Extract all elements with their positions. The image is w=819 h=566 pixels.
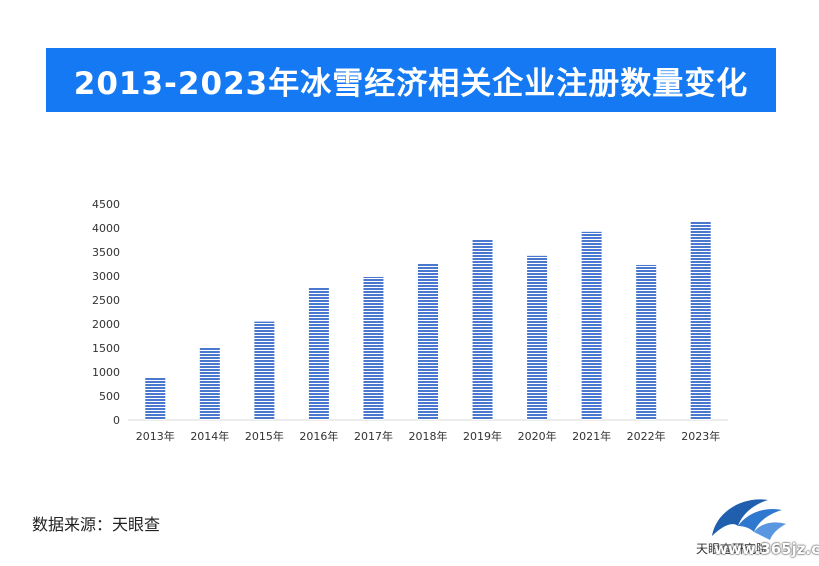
y-tick-label: 3500 — [92, 246, 120, 259]
y-tick-label: 1000 — [92, 366, 120, 379]
data-source-note: 数据来源：天眼查 — [32, 515, 161, 534]
y-tick-label: 0 — [113, 414, 120, 427]
x-tick-label: 2023年 — [681, 429, 720, 443]
logo-text: 天眼查研究院 — [696, 542, 769, 556]
y-tick-label: 1500 — [92, 342, 120, 355]
bar — [581, 231, 602, 420]
bar — [363, 276, 384, 420]
x-tick-label: 2018年 — [409, 429, 448, 443]
watermark: www.365jz.com — [714, 540, 819, 558]
bar — [418, 264, 438, 420]
y-tick-label: 3000 — [92, 270, 120, 283]
x-tick-label: 2020年 — [518, 429, 557, 443]
y-axis: 0 500 1000 1500 2000 2500 3000 3500 4000 4500 — [92, 198, 728, 427]
x-tick-label: 2014年 — [190, 429, 229, 443]
bar — [472, 240, 493, 420]
x-tick-label: 2021年 — [572, 429, 611, 443]
y-tick-label: 500 — [99, 390, 120, 403]
x-tick-label: 2019年 — [463, 429, 502, 443]
bar — [527, 255, 548, 420]
x-tick-label: 2013年 — [136, 429, 175, 443]
y-tick-label: 2500 — [92, 294, 120, 307]
x-tick-label: 2017年 — [354, 429, 393, 443]
y-tick-label: 2000 — [92, 318, 120, 331]
bar — [254, 321, 275, 420]
bar — [145, 377, 166, 420]
bar — [308, 288, 329, 420]
title-banner: 2013-2023年冰雪经济相关企业注册数量变化 — [46, 48, 776, 112]
x-tick-label: 2022年 — [627, 429, 666, 443]
bar — [199, 348, 220, 420]
bar — [690, 221, 711, 420]
x-tick-label: 2016年 — [299, 429, 338, 443]
y-tick-label: 4000 — [92, 222, 120, 235]
bar — [636, 264, 657, 420]
bars — [145, 221, 711, 420]
x-tick-label: 2015年 — [245, 429, 284, 443]
chart-title: 2013-2023年冰雪经济相关企业注册数量变化 — [73, 65, 749, 102]
tianyancha-logo-icon — [712, 499, 786, 540]
x-axis: 2013年 2014年 2015年 2016年 2017年 2018年 2019年 2020年… — [136, 429, 720, 443]
y-tick-label: 4500 — [92, 198, 120, 211]
